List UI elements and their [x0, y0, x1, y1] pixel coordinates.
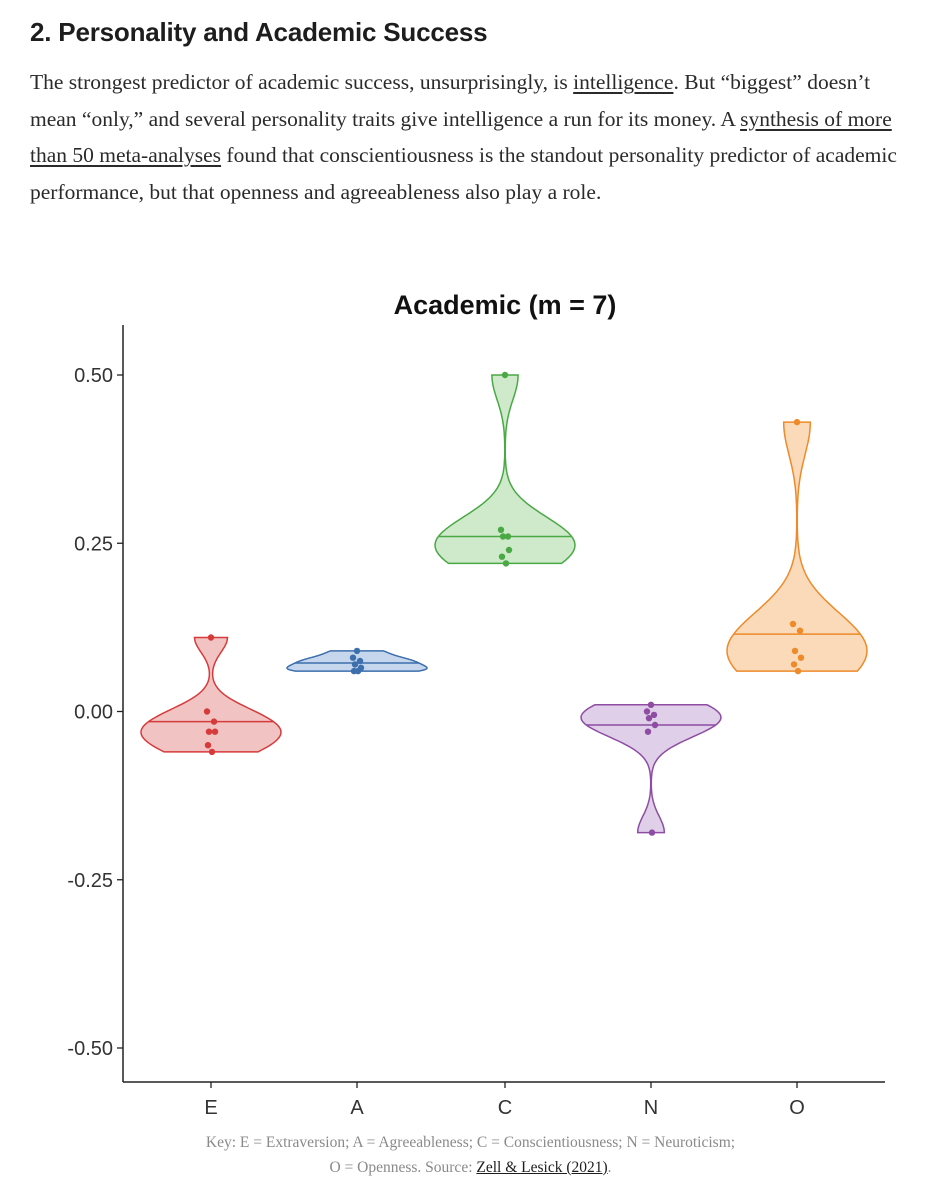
data-point-O	[796, 627, 804, 634]
data-point-N	[651, 721, 659, 729]
data-point-C	[504, 533, 512, 540]
caption-line-1: Key: E = Extraversion; A = Agreeableness…	[205, 1134, 736, 1151]
data-point-C	[502, 560, 510, 567]
data-point-O	[797, 654, 805, 661]
caption-line-2: O = Openness. Source: Zell & Lesick (202…	[0, 1155, 941, 1180]
caption-text: O = Openness. Source:	[329, 1159, 477, 1176]
data-point-N	[643, 708, 651, 715]
x-tick-label-C: C	[498, 1097, 512, 1119]
caption-period: .	[607, 1159, 612, 1176]
data-point-C	[505, 546, 513, 554]
data-point-E	[203, 708, 211, 715]
x-tick-label-O: O	[789, 1097, 805, 1119]
data-point-A	[353, 647, 361, 655]
data-point-A	[349, 654, 357, 661]
data-point-E	[205, 728, 213, 735]
data-point-C	[497, 526, 505, 533]
source-link[interactable]: Zell & Lesick (2021)	[476, 1159, 608, 1176]
paragraph-text: The strongest predictor of academic succ…	[30, 70, 574, 94]
data-point-A	[356, 657, 364, 665]
y-tick-label: -0.50	[67, 1038, 113, 1060]
x-tick-label-E: E	[204, 1097, 217, 1119]
paragraph-text: . But “biggest” doesn’t mean “only,” and…	[30, 70, 871, 131]
data-point-C	[499, 533, 507, 540]
y-tick-label: 0.00	[74, 702, 113, 724]
y-tick-label: 0.25	[74, 533, 113, 555]
section-heading: 2. Personality and Academic Success	[30, 17, 488, 47]
data-point-A	[354, 667, 362, 675]
article-paragraph: The strongest predictor of academic succ…	[30, 64, 915, 210]
violin-O	[726, 421, 868, 672]
data-point-N	[644, 728, 652, 735]
data-point-E	[211, 728, 219, 735]
data-point-N	[648, 829, 656, 836]
violin-E	[140, 636, 282, 753]
x-tick-label-N: N	[644, 1097, 658, 1119]
data-point-O	[789, 620, 797, 628]
violin-C	[434, 374, 576, 565]
violin-chart: Academic (m = 7) 0.50 0.25 0.00 -0.25 -0.50 E…	[67, 290, 885, 1119]
x-tick-label-A: A	[350, 1097, 364, 1119]
chart-title: Academic (m = 7)	[394, 290, 617, 320]
data-point-O	[794, 667, 802, 675]
data-point-E	[207, 634, 215, 641]
data-point-N	[650, 711, 658, 719]
violin-N	[580, 704, 722, 834]
data-point-O	[793, 418, 801, 426]
data-point-C	[498, 553, 506, 560]
intelligence-link[interactable]: intelligence	[573, 70, 674, 94]
data-point-O	[791, 647, 799, 655]
data-point-N	[647, 701, 655, 708]
data-point-O	[790, 661, 798, 668]
y-tick-label: -0.25	[67, 870, 113, 892]
data-point-E	[210, 718, 218, 725]
paragraph-text: found that conscientiousness is the stan…	[30, 143, 897, 204]
meta-analyses-link[interactable]: synthesis of more than 50 meta-analyses	[30, 106, 892, 168]
data-point-E	[204, 742, 212, 749]
data-point-E	[208, 748, 216, 756]
figure-caption: Key: E = Extraversion; A = Agreeableness…	[0, 1130, 941, 1180]
data-point-N	[645, 715, 653, 722]
y-tick-label: 0.50	[74, 365, 113, 387]
data-point-A	[351, 661, 359, 668]
data-point-C	[501, 371, 509, 379]
